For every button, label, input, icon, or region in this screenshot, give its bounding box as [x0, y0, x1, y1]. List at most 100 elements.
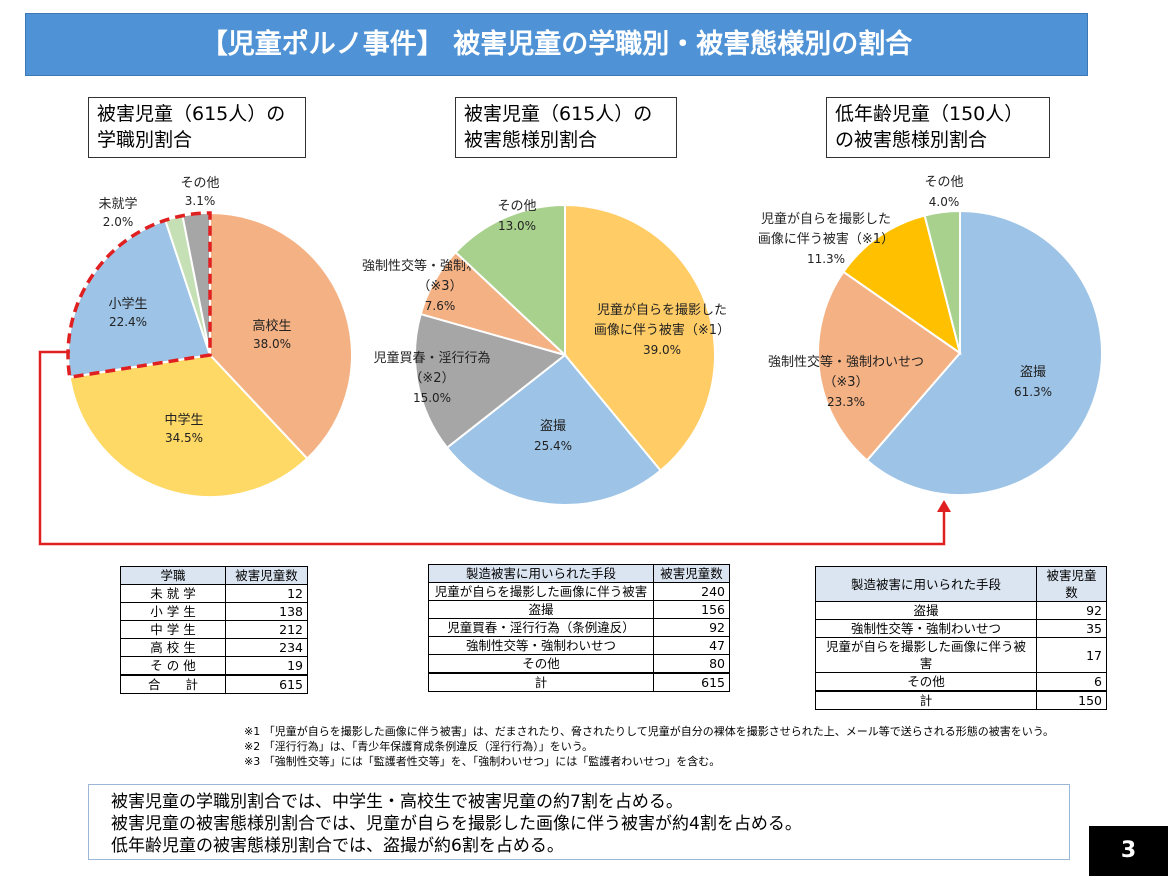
table-total-row: 計 150 [815, 690, 1107, 710]
chart2-slice-label: その他 [497, 199, 536, 214]
table-row: その他 6 [815, 672, 1107, 692]
page-title: 【児童ポルノ事件】 被害児童の学職別・被害態様別の割合 [25, 13, 1088, 76]
table-cell: 高 校 生 [120, 638, 226, 657]
chart2-slice-1 [445, 353, 663, 506]
table-cell: 92 [653, 618, 730, 637]
chart3-title-line1: 低年齢児童（150人） [835, 103, 1024, 125]
summary-line: 被害児童の学職別割合では、中学生・高校生で被害児童の約7割を占める。 [111, 792, 683, 812]
chart2-title: 被害児童（615人）の 被害態様別割合 [455, 97, 677, 158]
table-header: 製造被害に用いられた手段 [428, 564, 654, 583]
table-row: そ の 他 19 [120, 656, 308, 676]
table-row: 児童が自らを撮影した画像に伴う被害 17 [815, 637, 1107, 673]
table-cell: 強制性交等・強制わいせつ [428, 636, 654, 655]
chart2-slice-label: 児童買春・淫行行為 [373, 350, 490, 366]
chart3-slice-label: （※3） [823, 375, 868, 390]
chart3-slice-label: 児童が自らを撮影した [761, 211, 891, 227]
chart3-slice-label: その他 [924, 175, 963, 190]
chart2-slice-2 [414, 312, 568, 450]
chart3-data-label: 4.0% [929, 195, 960, 209]
chart3-title: 低年齢児童（150人） の被害態様別割合 [826, 97, 1050, 158]
table-cell: 615 [225, 674, 308, 694]
table-cell: 240 [653, 582, 730, 601]
table-cell: 盗撮 [815, 601, 1037, 620]
chart1-data-label: 38.0% [253, 337, 291, 351]
table-cell: 212 [225, 620, 308, 639]
table-row: その他 80 [428, 654, 730, 674]
table-header: 被害児童数 [1036, 566, 1107, 602]
table-cell: 47 [653, 636, 730, 655]
footnotes: ※1 「児童が自らを撮影した画像に伴う被害」は、だまされたり、脅されたりして児童… [244, 724, 1124, 769]
table-row: 高 校 生 234 [120, 638, 308, 657]
chart1-slice-0 [209, 211, 354, 460]
table-cell: 計 [815, 690, 1037, 710]
table-cell: 615 [653, 672, 730, 692]
chart2-slice-label: 児童が自らを撮影した [597, 302, 727, 318]
chart2-data-label: 7.6% [425, 299, 456, 313]
table-row: 中 学 生 212 [120, 620, 308, 639]
table-cell: その他 [428, 654, 654, 674]
summary-line: 被害児童の被害態様別割合では、児童が自らを撮影した画像に伴う被害が約4割を占める… [111, 814, 802, 834]
table-cell: 小 学 生 [120, 602, 226, 621]
table-row: 盗撮 156 [428, 600, 730, 619]
table-row: 小 学 生 138 [120, 602, 308, 621]
table-row: 児童買春・淫行行為（条例違反） 92 [428, 618, 730, 637]
table-cell: 138 [225, 602, 308, 621]
table-method-all: 製造被害に用いられた手段 被害児童数 児童が自らを撮影した画像に伴う被害 240 盗… [428, 564, 730, 692]
chart3-title-line2: の被害態様別割合 [835, 129, 988, 151]
chart1-data-label: 34.5% [165, 431, 203, 445]
chart1-title-line1: 被害児童（615人）の [97, 103, 286, 125]
table-cell: 児童買春・淫行行為（条例違反） [428, 618, 654, 637]
chart1-slice-label: 小学生 [108, 296, 147, 312]
footnote: ※1 「児童が自らを撮影した画像に伴う被害」は、だまされたり、脅されたりして児童… [244, 725, 1055, 738]
chart1-title: 被害児童（615人）の 学職別割合 [88, 97, 306, 158]
chart3-slice-3 [923, 209, 961, 354]
chart3-slice-1 [817, 270, 962, 462]
table-cell: 17 [1036, 637, 1107, 673]
table-cell: 未 就 学 [120, 584, 226, 603]
table-cell: 12 [225, 584, 308, 603]
table-cell: 150 [1036, 690, 1107, 710]
table-cell: そ の 他 [120, 656, 226, 676]
table-header: 被害児童数 [653, 564, 730, 583]
chart1-data-label: 2.0% [103, 215, 134, 229]
table-cell: 計 [428, 672, 654, 692]
chart2-slice-label: 画像に伴う被害（※1） [594, 322, 730, 338]
chart3-slice-2 [842, 214, 962, 356]
footnote: ※3 「強制性交等」には「監護者性交等」を、「強制わいせつ」には「監護者わいせつ… [244, 755, 721, 768]
chart3-slice-0 [865, 209, 1103, 496]
table-method-young: 製造被害に用いられた手段 被害児童数 盗撮 92 強制性交等・強制わいせつ 35 児童… [815, 566, 1107, 710]
table-cell: 児童が自らを撮影した画像に伴う被害 [815, 637, 1037, 673]
chart3-data-label: 11.3% [807, 252, 845, 266]
table-cell: その他 [815, 672, 1037, 692]
footnote: ※2 「淫行行為」は、「青少年保護育成条例違反（淫行行為）」をいう。 [244, 740, 594, 753]
chart2-title-line1: 被害児童（615人）の [464, 103, 653, 125]
table-cell: 156 [653, 600, 730, 619]
pie-charts: 高校生 38.0% 中学生 34.5% 小学生 22.4% 未就学 2.0% その他 3.1% 児童… [38, 175, 1103, 546]
chart2-data-label: 13.0% [498, 219, 536, 233]
chart3-slice-label: 画像に伴う被害（※1） [758, 231, 894, 247]
chart1-data-label: 22.4% [109, 315, 147, 329]
chart3-data-label: 61.3% [1014, 385, 1052, 399]
table-row: 強制性交等・強制わいせつ 47 [428, 636, 730, 655]
chart1-slice-1 [68, 353, 309, 498]
chart1-data-label: 3.1% [185, 194, 216, 208]
chart2-data-label: 15.0% [413, 391, 451, 405]
table-cell: 92 [1036, 601, 1107, 620]
table-cell: 19 [225, 656, 308, 676]
chart2-data-label: 39.0% [643, 343, 681, 357]
table-cell: 35 [1036, 619, 1107, 638]
chart1-slice-label: 中学生 [164, 412, 203, 428]
table-cell: 合 計 [120, 674, 226, 694]
chart3-data-label: 23.3% [827, 395, 865, 409]
summary-line: 低年齢児童の被害態様別割合では、盗撮が約6割を占める。 [111, 836, 564, 856]
table-cell: 中 学 生 [120, 620, 226, 639]
chart1-title-line2: 学職別割合 [97, 129, 193, 151]
chart3-slice-label: 強制性交等・強制わいせつ [768, 354, 924, 370]
table-total-row: 計 615 [428, 672, 730, 692]
table-header: 学職 [120, 566, 226, 585]
table-row: 未 就 学 12 [120, 584, 308, 603]
summary-box: 被害児童の学職別割合では、中学生・高校生で被害児童の約7割を占める。 被害児童の… [88, 784, 1070, 860]
page-number: 3 [1089, 826, 1168, 876]
chart2-slice-0 [564, 203, 716, 472]
